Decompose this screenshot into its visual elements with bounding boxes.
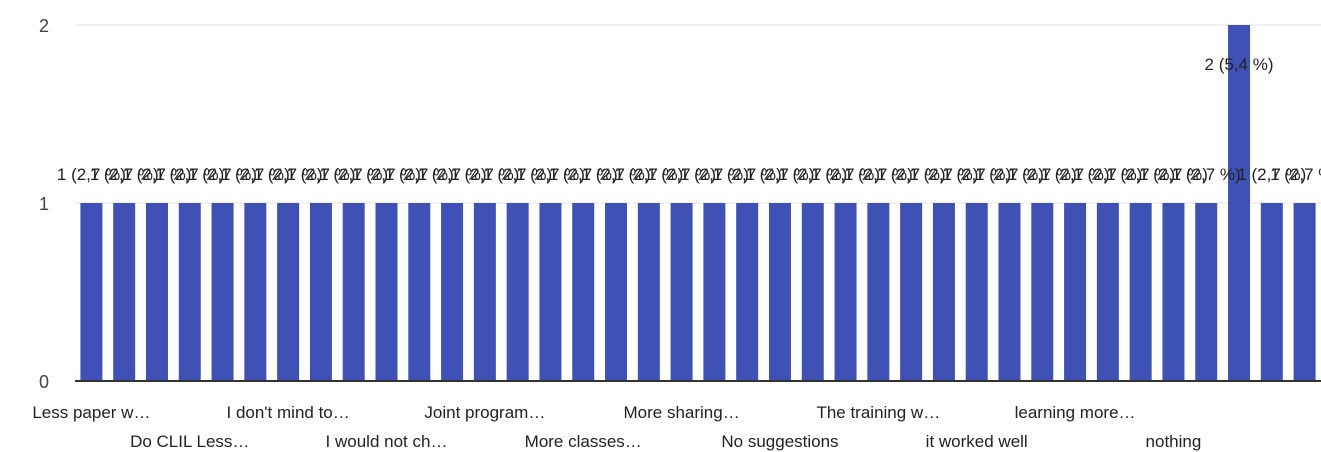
bar [965, 203, 988, 381]
x-tick-label: I would not ch… [326, 432, 448, 451]
bar [867, 203, 890, 381]
data-labels: 1 (2,7 %)1 (2,7 %)1 (2,7 %)1 (2,7 %)1 (2… [57, 55, 1321, 184]
data-label: 1 (2,7 %) [122, 165, 191, 184]
x-tick-label: The training w… [816, 403, 940, 422]
x-tick-label: nothing [1146, 432, 1202, 451]
x-tick-label: it worked well [926, 432, 1028, 451]
bar [1129, 203, 1152, 381]
data-label: 1 (2,7 %) [1106, 165, 1175, 184]
data-label: 1 (2,7 %) [90, 165, 159, 184]
data-label: 1 (2,7 %) [254, 165, 323, 184]
data-label: 1 (2,7 %) [483, 165, 552, 184]
data-label: 1 (2,7 %) [516, 165, 585, 184]
data-label: 1 (2,7 %) [286, 165, 355, 184]
data-label: 1 (2,7 %) [942, 165, 1011, 184]
data-label: 1 (2,7 %) [352, 165, 421, 184]
bar [703, 203, 726, 381]
bar [506, 203, 529, 381]
data-label: 1 (2,7 %) [549, 165, 618, 184]
data-label: 1 (2,7 %) [1008, 165, 1077, 184]
y-tick-label: 1 [39, 194, 49, 214]
data-label: 1 (2,7 %) [221, 165, 290, 184]
bar [1064, 203, 1087, 381]
data-label: 1 (2,7 %) [811, 165, 880, 184]
bar [1096, 203, 1119, 381]
data-label: 1 (2,7 %) [745, 165, 814, 184]
x-tick-label: More sharing… [623, 403, 739, 422]
bar [637, 203, 660, 381]
data-label: 1 (2,7 %) [680, 165, 749, 184]
data-label: 1 (2,7 %) [1237, 165, 1306, 184]
data-label: 1 (2,7 %) [975, 165, 1044, 184]
data-label: 1 (2,7 %) [778, 165, 847, 184]
data-label: 1 (2,7 %) [844, 165, 913, 184]
x-tick-label: No suggestions [721, 432, 838, 451]
data-label: 1 (2,7 %) [1041, 165, 1110, 184]
bar [408, 203, 431, 381]
data-label: 1 (2,7 %) [647, 165, 716, 184]
bar [1228, 25, 1251, 381]
bar [900, 203, 923, 381]
bar [244, 203, 267, 381]
data-label: 1 (2,7 %) [1139, 165, 1208, 184]
data-label: 1 (2,7 %) [385, 165, 454, 184]
x-tick-label: More classes… [525, 432, 642, 451]
bar [211, 203, 234, 381]
x-tick-label: Do CLIL Less… [130, 432, 249, 451]
x-tick-label: I don't mind to… [227, 403, 350, 422]
bar [932, 203, 955, 381]
data-label: 1 (2,7 %) [582, 165, 651, 184]
bar [572, 203, 595, 381]
data-label: 1 (2,7 %) [909, 165, 978, 184]
bar [145, 203, 168, 381]
bar [1260, 203, 1283, 381]
bar [309, 203, 332, 381]
bar [1195, 203, 1218, 381]
bar [768, 203, 791, 381]
x-tick-label: learning more… [1015, 403, 1136, 422]
y-tick-label: 0 [39, 372, 49, 392]
data-label: 1 (2,7 %) [877, 165, 946, 184]
bar [473, 203, 496, 381]
bar [605, 203, 628, 381]
bar [178, 203, 201, 381]
bar [998, 203, 1021, 381]
data-label: 1 (2,7 %) [450, 165, 519, 184]
data-label: 1 (2,7 %) [319, 165, 388, 184]
x-tick-label: Less paper w… [32, 403, 150, 422]
bar [342, 203, 365, 381]
bar [670, 203, 693, 381]
data-label: 1 (2,7 %) [155, 165, 224, 184]
y-tick-label: 2 [39, 16, 49, 36]
data-label: 1 (2,7 %) [418, 165, 487, 184]
bar [1162, 203, 1185, 381]
bar [1031, 203, 1054, 381]
bar [113, 203, 136, 381]
bar [736, 203, 759, 381]
bar [1293, 203, 1316, 381]
data-label: 1 (2,7 %) [188, 165, 257, 184]
data-label: 1 (2,7 %) [713, 165, 782, 184]
data-label: 2 (5,4 %) [1205, 55, 1274, 74]
bar [834, 203, 857, 381]
x-tick-label: Joint program… [424, 403, 545, 422]
data-label: 1 (2,7 %) [57, 165, 126, 184]
bar [277, 203, 300, 381]
bar [539, 203, 562, 381]
x-axis: Less paper w… Do CLIL Less… I don't mind t… [32, 380, 1321, 451]
bar [441, 203, 464, 381]
bar [375, 203, 398, 381]
data-label: 1 (2,7 %) [614, 165, 683, 184]
bars [80, 25, 1316, 381]
bar [80, 203, 103, 381]
data-label: 1 (2,7 %) [1172, 165, 1241, 184]
bar [801, 203, 824, 381]
data-label: 1 (2,7 %) [1073, 165, 1142, 184]
y-axis: 0 1 2 [39, 16, 49, 392]
data-label: 1 (2,7 %) [1270, 165, 1321, 184]
